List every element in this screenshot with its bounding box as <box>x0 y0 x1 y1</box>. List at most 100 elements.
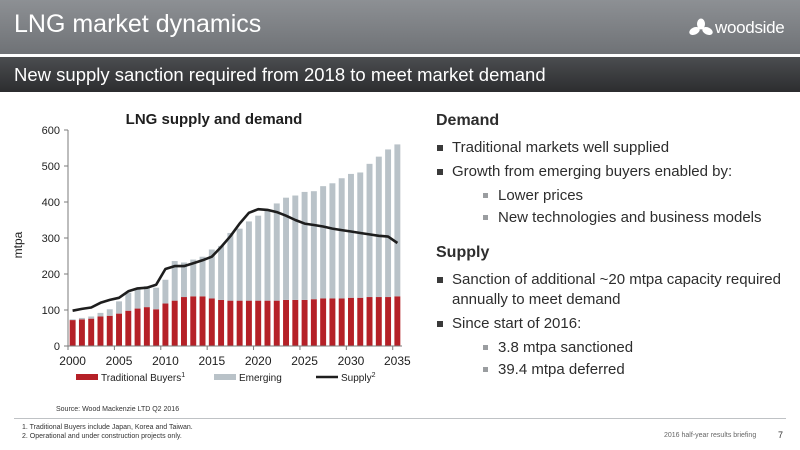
bar-traditional <box>320 298 327 346</box>
bar-traditional <box>218 299 225 346</box>
bar-emerging <box>227 232 234 301</box>
legend-traditional-sup: 1 <box>181 372 185 379</box>
bar-emerging <box>292 195 299 300</box>
logo-text: woodside <box>715 18 785 37</box>
y-tick-label: 200 <box>42 269 60 281</box>
x-axis: 2000 2005 2010 2015 2020 2025 2030 2035 <box>59 346 411 368</box>
x-tick-label: 2025 <box>291 354 318 368</box>
bar-emerging <box>171 261 178 301</box>
bar-emerging <box>366 163 373 298</box>
bar-emerging <box>162 279 169 304</box>
bar-traditional <box>394 296 401 346</box>
chart-source: Source: Wood Mackenzie LTD Q2 2016 <box>56 406 180 413</box>
y-tick-label: 300 <box>42 233 60 245</box>
bar-emerging <box>273 203 280 301</box>
bar-emerging <box>218 245 225 300</box>
bar-emerging <box>78 317 85 320</box>
demand-bullet-text: Traditional markets well supplied <box>452 139 670 156</box>
bar-traditional <box>338 298 345 346</box>
bar-traditional <box>375 297 382 346</box>
y-tick-label: 400 <box>42 197 60 209</box>
bar-traditional <box>116 313 122 346</box>
bar-emerging <box>199 256 206 297</box>
bar-traditional <box>69 320 76 346</box>
bar-emerging <box>348 173 354 298</box>
bar-traditional <box>125 310 132 346</box>
demand-sub-bullet-text: New technologies and business models <box>498 209 762 226</box>
sub-bullet-square-icon <box>483 345 488 350</box>
bar-emerging <box>375 156 382 298</box>
bullet-square-icon <box>437 277 443 283</box>
sub-bullet-square-icon <box>483 215 488 220</box>
woodside-flower-icon <box>689 18 713 36</box>
bullet-square-icon <box>437 145 443 151</box>
lng-supply-demand-chart: LNG supply and demand mtpa 0 100 200 300 400… <box>11 111 411 384</box>
supply-heading: Supply <box>436 244 490 261</box>
y-tick-label: 0 <box>54 341 60 353</box>
supply-bullet: Sanction of additional ~20 mtpa capacity… <box>436 270 796 310</box>
bar-traditional <box>162 303 169 346</box>
commentary-panel: Demand Traditional markets well supplied… <box>436 112 796 382</box>
bar-emerging <box>310 191 317 300</box>
bullet-square-icon <box>437 169 443 175</box>
bar-traditional <box>273 300 280 346</box>
bar-emerging <box>283 197 289 300</box>
bar-traditional <box>190 296 197 346</box>
bar-emerging <box>125 292 132 311</box>
header-bar: LNG market dynamics woodside <box>0 0 800 54</box>
supply-sub-bullet-text: 39.4 mtpa deferred <box>498 361 625 378</box>
x-tick-label: 2020 <box>245 354 272 368</box>
bar-emerging <box>153 287 160 310</box>
legend-label-supply: Supply2 <box>341 372 376 384</box>
bar-traditional <box>348 297 354 346</box>
bar-traditional <box>283 299 289 346</box>
bar-traditional <box>236 300 243 346</box>
bar-traditional <box>245 300 252 346</box>
bar-traditional <box>208 298 215 346</box>
chart-title: LNG supply and demand <box>126 111 303 128</box>
chart-legend: Traditional Buyers1 Emerging Supply2 <box>76 372 376 384</box>
bar-traditional <box>181 297 187 346</box>
bar-traditional <box>134 308 141 346</box>
bar-traditional <box>329 298 336 346</box>
bar-traditional <box>357 297 364 346</box>
bar-traditional <box>310 299 317 346</box>
y-axis-label: mtpa <box>11 231 25 258</box>
legend-supply-sup: 2 <box>372 372 376 379</box>
bar-emerging <box>190 259 197 297</box>
bar-traditional <box>153 309 160 346</box>
bar-traditional <box>106 315 113 346</box>
woodside-logo: woodside <box>688 16 785 40</box>
bar-emerging <box>394 144 401 297</box>
sub-bullet-square-icon <box>483 367 488 372</box>
bullet-square-icon <box>437 321 443 327</box>
bar-traditional <box>366 297 373 346</box>
x-tick-label: 2005 <box>106 354 133 368</box>
bar-emerging <box>385 149 392 298</box>
demand-sub-bullet-text: Lower prices <box>498 187 584 204</box>
bar-emerging <box>134 288 141 309</box>
bar-emerging <box>97 312 104 317</box>
supply-bullet: Since start of 2016: <box>436 314 796 334</box>
subheader-title: New supply sanction required from 2018 t… <box>14 64 546 85</box>
bar-traditional <box>97 316 104 346</box>
legend-swatch-emerging <box>214 374 236 380</box>
bar-emerging <box>357 172 364 298</box>
sub-bullet-square-icon <box>483 193 488 198</box>
bar-traditional <box>171 300 178 346</box>
demand-bullet: Growth from emerging buyers enabled by: <box>436 162 796 182</box>
supply-sub-bullet-text: 3.8 mtpa sanctioned <box>498 339 634 356</box>
y-axis: 0 100 200 300 400 500 600 <box>42 125 68 353</box>
bar-series <box>69 144 401 346</box>
bar-emerging <box>208 249 215 299</box>
bar-traditional <box>292 299 299 346</box>
bar-emerging <box>338 178 345 299</box>
bar-emerging <box>88 316 95 319</box>
bar-emerging <box>181 262 187 298</box>
legend-label-emerging: Emerging <box>239 373 282 384</box>
x-tick-label: 2000 <box>59 354 86 368</box>
demand-bullet-text: Growth from emerging buyers enabled by: <box>452 163 733 180</box>
subheader-bar: New supply sanction required from 2018 t… <box>0 57 800 92</box>
bar-emerging <box>255 215 262 301</box>
